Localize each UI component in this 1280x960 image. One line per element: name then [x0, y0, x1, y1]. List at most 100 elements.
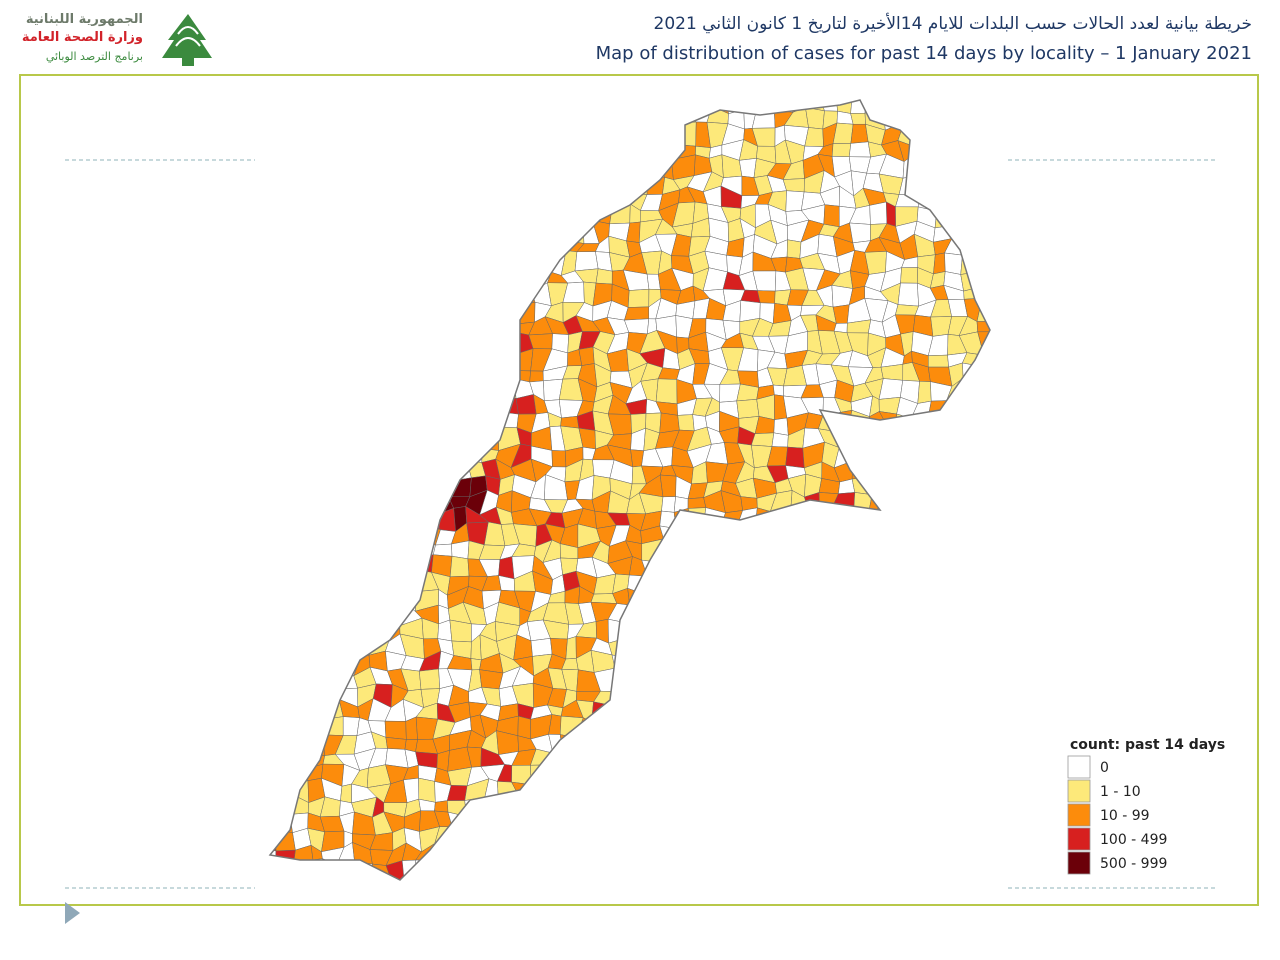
- locality: [418, 109, 437, 128]
- locality: [400, 100, 422, 116]
- locality: [915, 699, 938, 724]
- locality: [340, 574, 361, 592]
- locality: [959, 878, 982, 880]
- locality: [273, 682, 293, 707]
- locality: [785, 446, 805, 469]
- locality: [676, 553, 692, 573]
- locality: [274, 333, 292, 352]
- locality: [431, 154, 456, 172]
- locality: [325, 544, 342, 564]
- locality: [645, 715, 665, 733]
- locality: [435, 879, 457, 880]
- locality: [943, 619, 965, 640]
- locality: [641, 571, 663, 594]
- locality: [499, 369, 518, 385]
- locality: [965, 521, 982, 549]
- locality: [850, 100, 867, 114]
- locality: [881, 480, 906, 499]
- locality: [608, 730, 633, 755]
- locality: [816, 525, 836, 546]
- locality: [432, 543, 453, 557]
- locality: [847, 873, 868, 880]
- locality: [321, 671, 345, 691]
- locality: [815, 704, 841, 717]
- locality: [703, 746, 729, 769]
- locality: [373, 316, 390, 339]
- locality: [773, 417, 789, 436]
- locality: [483, 138, 503, 161]
- locality: [305, 700, 328, 720]
- locality: [463, 251, 490, 275]
- locality: [574, 100, 594, 114]
- locality: [800, 553, 825, 579]
- locality: [964, 210, 983, 228]
- locality: [871, 802, 888, 818]
- locality: [961, 698, 985, 724]
- arrow-icon: [65, 902, 80, 924]
- locality: [402, 240, 426, 259]
- locality: [270, 751, 281, 767]
- locality: [527, 100, 550, 117]
- locality: [912, 738, 936, 755]
- locality: [918, 673, 937, 691]
- locality: [469, 109, 489, 131]
- locality: [814, 843, 841, 861]
- locality: [947, 129, 969, 145]
- legend-label: 500 - 999: [1100, 856, 1167, 872]
- locality: [591, 203, 614, 225]
- locality: [270, 493, 278, 516]
- locality: [931, 589, 951, 612]
- locality: [321, 416, 346, 436]
- locality: [659, 474, 677, 498]
- locality: [337, 269, 361, 291]
- locality: [464, 858, 485, 878]
- locality: [736, 815, 759, 834]
- locality: [736, 399, 760, 419]
- locality: [688, 623, 709, 644]
- locality: [510, 169, 534, 194]
- locality: [452, 874, 472, 880]
- locality: [687, 507, 707, 528]
- locality: [926, 433, 949, 445]
- legend-swatch: [1067, 779, 1091, 803]
- locality: [832, 814, 855, 830]
- locality: [594, 187, 614, 209]
- locality: [481, 286, 502, 307]
- locality: [751, 780, 771, 801]
- locality: [337, 874, 360, 880]
- locality: [911, 587, 934, 612]
- locality: [497, 302, 518, 325]
- locality: [279, 428, 296, 445]
- locality: [337, 297, 358, 323]
- locality: [480, 206, 504, 224]
- locality: [486, 251, 505, 275]
- locality: [852, 860, 868, 880]
- locality: [274, 346, 293, 370]
- locality: [271, 795, 295, 815]
- locality: [638, 108, 664, 126]
- locality: [881, 490, 906, 514]
- locality: [926, 544, 951, 562]
- locality: [895, 750, 916, 768]
- locality: [676, 570, 690, 594]
- locality: [852, 761, 869, 788]
- locality: [369, 100, 391, 116]
- locality: [290, 186, 313, 212]
- locality: [582, 826, 595, 849]
- locality: [977, 225, 990, 238]
- locality: [447, 143, 469, 164]
- locality: [372, 129, 391, 144]
- locality: [671, 106, 697, 124]
- locality: [868, 458, 884, 481]
- locality: [979, 398, 990, 417]
- locality: [270, 622, 279, 644]
- locality: [799, 878, 823, 880]
- legend-label: 100 - 499: [1100, 832, 1167, 848]
- locality: [434, 442, 457, 467]
- locality: [960, 138, 982, 162]
- locality: [335, 381, 360, 402]
- locality: [784, 778, 802, 799]
- locality: [837, 684, 855, 706]
- locality: [751, 522, 769, 548]
- locality: [661, 100, 674, 115]
